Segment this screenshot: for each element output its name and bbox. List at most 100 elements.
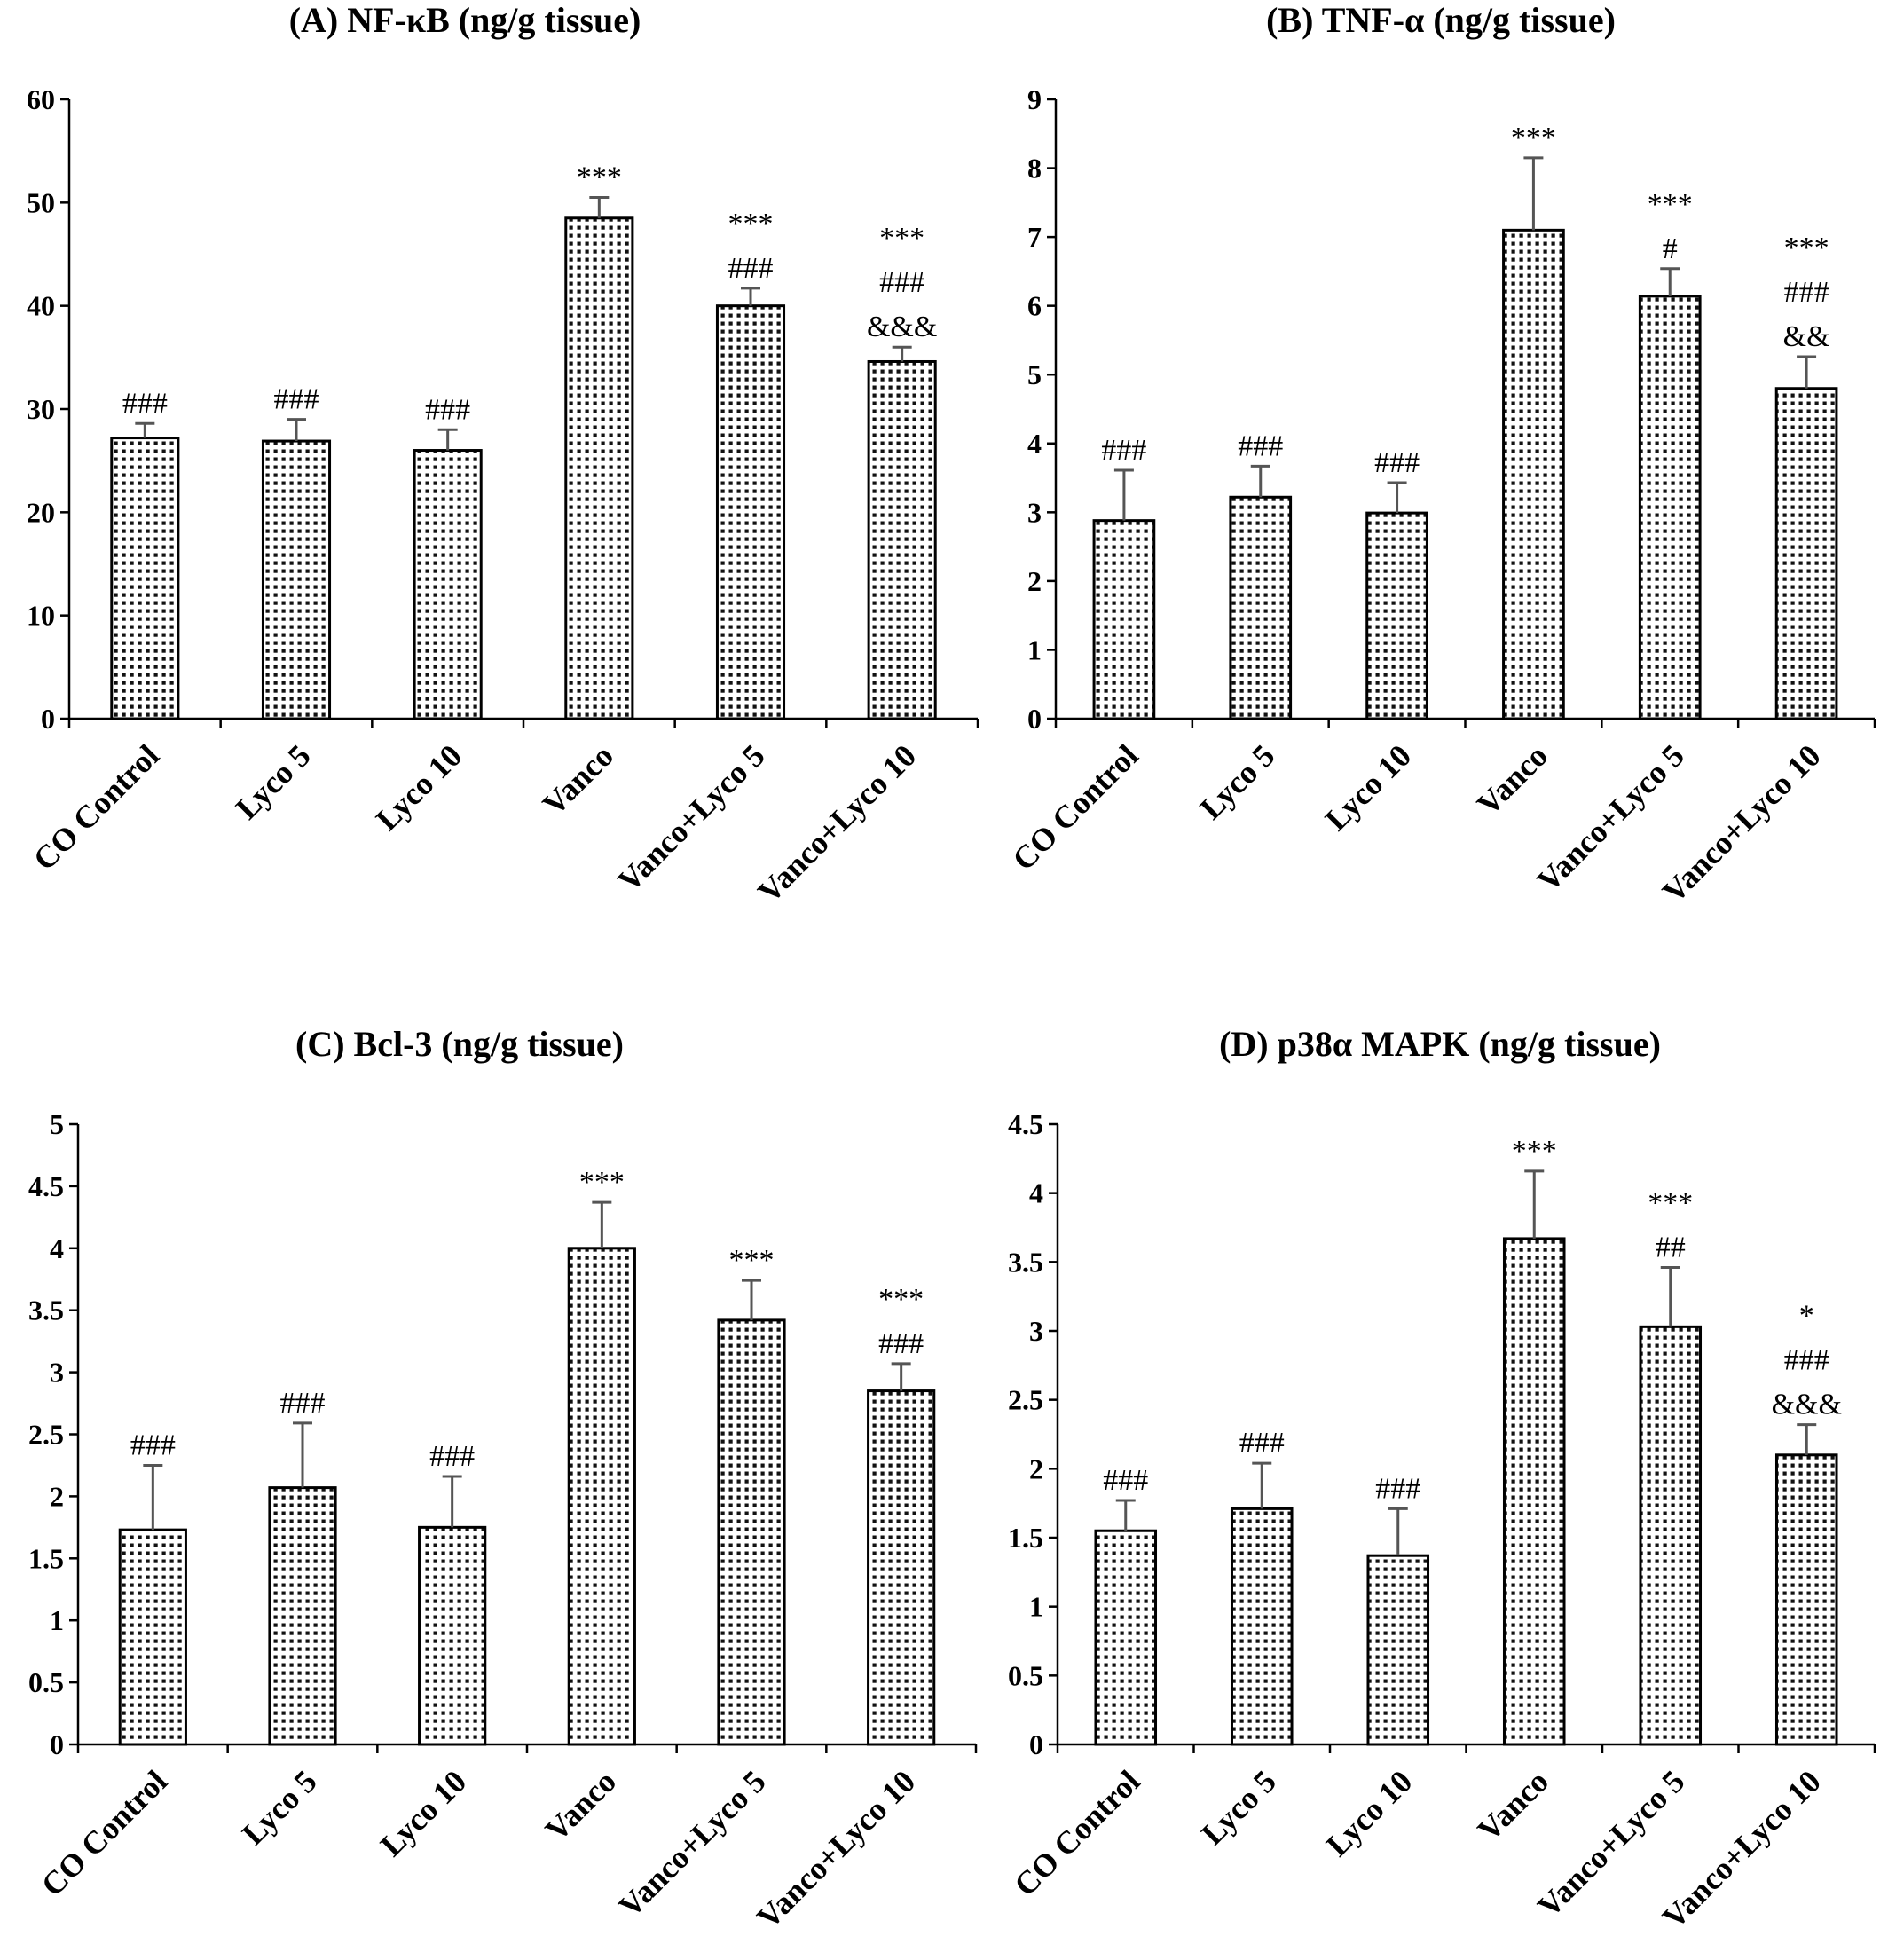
bar-6 xyxy=(867,1389,936,1746)
chart-title: (A) NF-κB (ng/g tissue) xyxy=(289,0,641,40)
category-label: Lyco 5 xyxy=(229,737,318,826)
bar-5 xyxy=(1639,1325,1703,1746)
category-label: CO Control xyxy=(35,1763,174,1902)
significance-label: *** xyxy=(1648,1187,1693,1220)
significance-label: # xyxy=(1663,232,1678,265)
bar-5 xyxy=(715,304,786,720)
y-tick-label: 4.5 xyxy=(1008,1108,1043,1140)
bar-3 xyxy=(1365,511,1428,720)
category-label: Lyco 5 xyxy=(235,1763,324,1852)
category-label: Lyco 10 xyxy=(374,1763,473,1862)
significance-label: ### xyxy=(879,266,924,299)
bar-2 xyxy=(1230,1507,1294,1746)
category-label: CO Control xyxy=(27,737,166,877)
y-tick-label: 5 xyxy=(50,1108,64,1140)
category-label: Lyco 10 xyxy=(1319,1763,1419,1862)
bar-3 xyxy=(418,1525,487,1746)
y-tick-label: 0 xyxy=(1029,1728,1043,1760)
chart-panel-1: (A) NF-κB (ng/g tissue) 0 10 20 30 40 50 60 ### C… xyxy=(27,0,979,909)
category-label: Vanco+Lyco 5 xyxy=(610,737,771,898)
bar-2 xyxy=(1229,495,1293,720)
chart-title: (D) p38α MAPK (ng/g tissue) xyxy=(1219,1024,1661,1064)
bar-2 xyxy=(261,439,332,720)
y-tick-label: 4 xyxy=(1027,428,1042,460)
bar-4 xyxy=(564,216,634,720)
category-label: Lyco 10 xyxy=(369,737,468,837)
chart-title: (C) Bcl-3 (ng/g tissue) xyxy=(295,1024,624,1064)
y-tick-label: 20 xyxy=(27,496,55,528)
y-tick-label: 2.5 xyxy=(28,1419,64,1451)
y-tick-label: 3 xyxy=(1027,496,1042,528)
significance-label: ### xyxy=(425,393,470,426)
significance-label: *** xyxy=(577,161,622,194)
significance-label: *** xyxy=(879,222,924,255)
chart-title: (B) TNF-α (ng/g tissue) xyxy=(1266,0,1616,40)
y-tick-label: 8 xyxy=(1027,153,1042,185)
significance-label: ### xyxy=(1374,446,1420,479)
bar-4 xyxy=(1502,1237,1566,1746)
bar-2 xyxy=(268,1486,337,1746)
category-label: Vanco xyxy=(1470,737,1554,822)
bar-4 xyxy=(1502,228,1565,720)
bar-1 xyxy=(1092,519,1156,720)
y-tick-label: 0.5 xyxy=(1008,1659,1043,1691)
significance-label: *** xyxy=(1648,188,1693,221)
category-label: Vanco+Lyco 10 xyxy=(750,1763,922,1935)
significance-label: &&& xyxy=(1772,1389,1842,1421)
y-tick-label: 2.5 xyxy=(1008,1384,1043,1416)
y-tick-label: 50 xyxy=(27,186,55,218)
category-label: CO Control xyxy=(1005,737,1145,877)
significance-label: ### xyxy=(878,1327,924,1360)
category-label: Vanco xyxy=(539,1763,623,1847)
bar-6 xyxy=(1774,1453,1838,1746)
significance-label: ### xyxy=(1103,1464,1148,1497)
significance-label: ### xyxy=(122,387,168,420)
y-tick-label: 7 xyxy=(1027,221,1042,253)
y-tick-label: 60 xyxy=(27,83,55,115)
category-label: Lyco 5 xyxy=(1193,737,1282,826)
significance-label: *** xyxy=(878,1283,924,1316)
y-tick-label: 1.5 xyxy=(28,1542,64,1574)
y-tick-label: 3 xyxy=(50,1357,64,1389)
y-tick-label: 0 xyxy=(50,1728,64,1760)
y-tick-label: 0 xyxy=(1027,703,1042,735)
y-tick-label: 4 xyxy=(1029,1177,1043,1209)
significance-label: ### xyxy=(130,1429,176,1461)
bar-6 xyxy=(1774,387,1838,720)
category-label: Vanco+Lyco 10 xyxy=(751,737,923,909)
y-tick-label: 1.5 xyxy=(1008,1522,1043,1554)
bar-1 xyxy=(110,437,180,720)
significance-label: ### xyxy=(728,252,774,285)
category-label: Vanco xyxy=(1471,1763,1555,1847)
significance-label: ## xyxy=(1656,1232,1686,1264)
significance-label: && xyxy=(1783,320,1830,353)
bar-3 xyxy=(413,449,483,720)
y-tick-label: 1 xyxy=(50,1604,64,1636)
y-tick-label: 1 xyxy=(1029,1591,1043,1623)
category-label: Vanco+Lyco 5 xyxy=(611,1763,772,1924)
significance-label: ### xyxy=(1239,1427,1285,1460)
significance-label: ### xyxy=(1238,429,1283,462)
significance-label: ### xyxy=(1784,1344,1829,1377)
category-label: CO Control xyxy=(1007,1763,1146,1902)
significance-label: ### xyxy=(274,383,319,416)
significance-label: *** xyxy=(1512,1135,1557,1168)
bar-3 xyxy=(1366,1554,1430,1746)
bar-4 xyxy=(567,1247,636,1746)
chart-panel-3: (C) Bcl-3 (ng/g tissue) 0 0.5 1 1.5 2 2.5 3 3.5 4… xyxy=(28,1024,978,1935)
chart-panel-2: (B) TNF-α (ng/g tissue) 0 1 2 3 4 5 6 7 8 9 ### CO C… xyxy=(1005,0,1876,909)
bar-5 xyxy=(717,1318,786,1746)
y-tick-label: 2 xyxy=(1029,1452,1043,1484)
y-tick-label: 0.5 xyxy=(28,1666,64,1698)
chart-panel-4: (D) p38α MAPK (ng/g tissue) 0 0.5 1 1.5 2 2.5 3… xyxy=(1007,1024,1876,1935)
significance-label: *** xyxy=(1784,232,1829,264)
y-tick-label: 3.5 xyxy=(28,1295,64,1326)
significance-label: *** xyxy=(579,1166,625,1199)
significance-label: ### xyxy=(1784,276,1829,309)
y-tick-label: 9 xyxy=(1027,83,1042,115)
category-label: Lyco 10 xyxy=(1318,737,1418,837)
y-tick-label: 1 xyxy=(1027,634,1042,665)
y-tick-label: 4.5 xyxy=(28,1170,64,1202)
bar-1 xyxy=(1094,1529,1158,1746)
